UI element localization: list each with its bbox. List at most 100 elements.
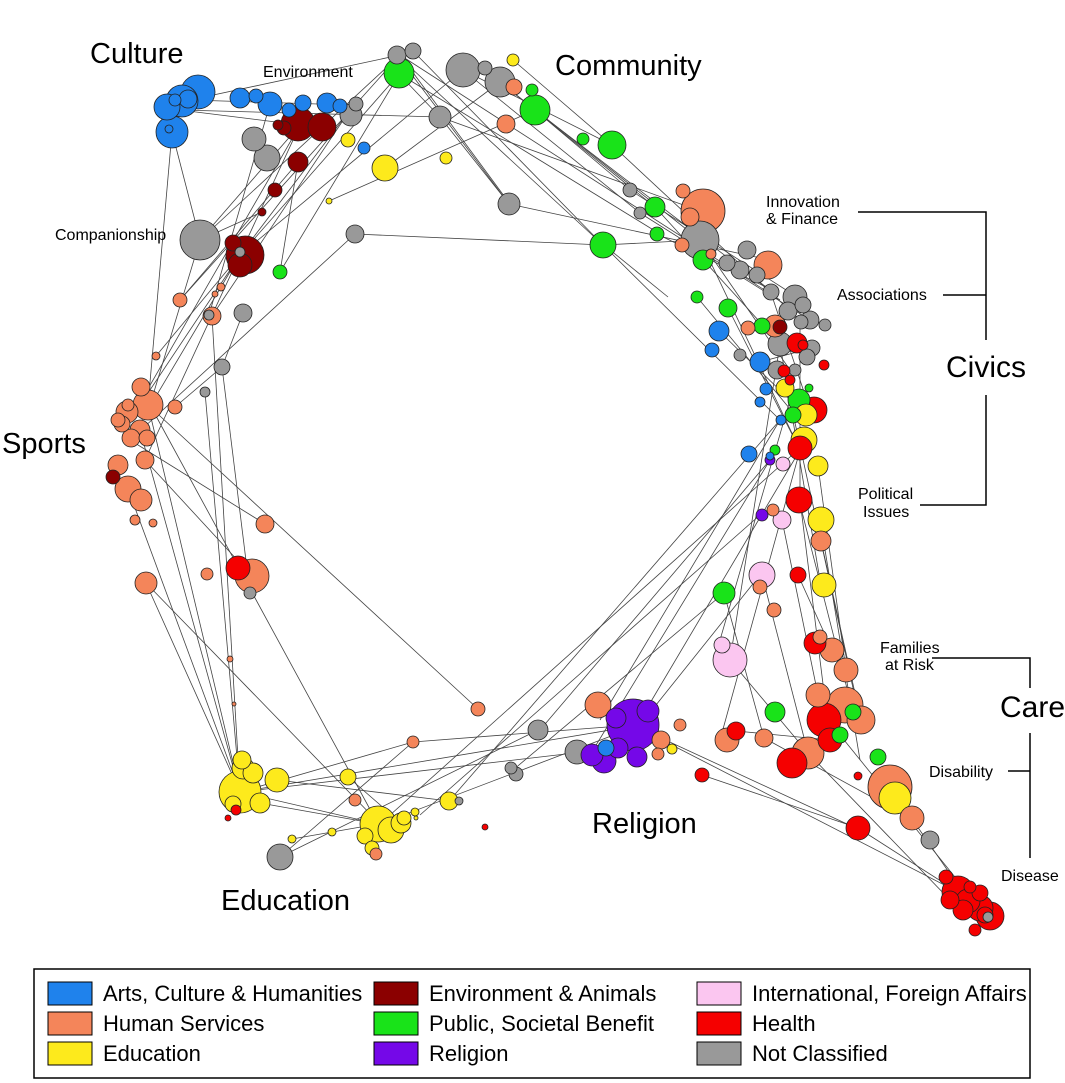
network-edge [817, 465, 847, 671]
network-node-unclassified [345, 224, 365, 244]
network-node-arts [704, 342, 720, 358]
network-node-unclassified [794, 296, 812, 314]
network-node-environment [267, 182, 283, 198]
network-node-human [651, 730, 671, 750]
legend-swatch-unclassified [696, 1041, 742, 1066]
network-node-human [134, 571, 158, 595]
network-node-education [325, 197, 333, 205]
network-node-human [148, 518, 158, 528]
network-node-human [138, 429, 156, 447]
network-node-unclassified [762, 283, 780, 301]
network-edge [632, 724, 959, 893]
network-node-human [673, 718, 687, 732]
network-node-human [740, 320, 756, 336]
network-node-human [348, 793, 362, 807]
network-edge [399, 54, 781, 301]
network-edge [412, 50, 604, 246]
network-edge [145, 582, 381, 825]
network-node-education [396, 810, 412, 826]
network-edge [279, 741, 414, 858]
network-node-environment [224, 234, 242, 252]
network-node-human [211, 290, 219, 298]
network-node-human [167, 399, 183, 415]
network-edge [129, 233, 356, 441]
label-community: Community [555, 50, 702, 82]
network-node-public [844, 703, 862, 721]
label-culture: Culture [90, 38, 184, 70]
network-node-unclassified [477, 60, 493, 76]
network-edge [781, 519, 819, 696]
network-edge [539, 459, 771, 731]
network-edge [279, 161, 299, 273]
network-node-unclassified [404, 42, 422, 60]
legend-swatch-education [47, 1041, 93, 1066]
network-node-human [754, 728, 774, 748]
network-edge [419, 514, 761, 816]
network-edge [147, 404, 479, 710]
label-religion: Religion [592, 808, 697, 840]
network-node-unclassified [793, 314, 809, 330]
network-edge [379, 447, 801, 825]
network-edge [239, 72, 401, 256]
network-node-arts [749, 351, 771, 373]
network-node-human [651, 747, 665, 761]
network-node-arts [765, 451, 775, 461]
network-node-education [356, 827, 374, 845]
network-node-arts [357, 141, 371, 155]
network-node-human [129, 488, 153, 512]
network-node-public [690, 290, 704, 304]
network-node-unclassified [982, 911, 994, 923]
network-node-unclassified [737, 240, 757, 260]
network-node-human [369, 847, 383, 861]
network-edge [199, 54, 401, 241]
network-node-education [232, 750, 252, 770]
network-node-education [878, 781, 912, 815]
network-node-education [371, 154, 399, 182]
network-edge [174, 366, 223, 408]
network-node-health [797, 339, 809, 351]
network-node-health [938, 869, 954, 885]
network-edge [396, 54, 510, 205]
label-associations: Associations [837, 287, 927, 304]
network-edge [259, 802, 379, 825]
network-node-unclassified [179, 219, 221, 261]
network-edge [439, 116, 510, 205]
network-edge [199, 124, 301, 241]
network-node-health [230, 804, 242, 816]
label-families-line2: at Risk [885, 657, 935, 674]
network-node-health [787, 435, 813, 461]
network-node-arts [775, 414, 787, 426]
network-edge [512, 59, 613, 146]
network-node-environment [257, 207, 267, 217]
network-node-education [666, 743, 678, 755]
legend-label-unclassified: Not Classified [752, 1041, 888, 1066]
network-node-unclassified [748, 266, 766, 284]
network-node-education [811, 572, 837, 598]
network-edge [701, 774, 859, 829]
network-node-health [785, 486, 813, 514]
network-node-human [255, 514, 275, 534]
network-edge [279, 729, 539, 858]
legend: Arts, Culture & Humanities Human Services… [33, 968, 1031, 1079]
network-node-human [584, 691, 612, 719]
network-edge [396, 54, 604, 246]
network-node-arts [754, 396, 766, 408]
network-edge [149, 239, 201, 406]
network-node-public [525, 83, 539, 97]
network-edge [179, 159, 301, 301]
network-edge [354, 233, 604, 246]
network-node-education [340, 132, 356, 148]
network-node-education [439, 151, 453, 165]
network-edge [508, 203, 771, 261]
legend-label-health: Health [752, 1011, 816, 1036]
network-node-public [576, 132, 590, 146]
network-node-health [952, 899, 974, 921]
network-node-public [272, 264, 288, 280]
network-node-unclassified [622, 182, 638, 198]
network-node-unclassified [718, 254, 736, 272]
network-node-public [804, 383, 814, 393]
network-node-human [810, 530, 832, 552]
legend-label-human: Human Services [103, 1011, 264, 1036]
network-edge [439, 116, 701, 212]
network-node-religion [636, 699, 660, 723]
